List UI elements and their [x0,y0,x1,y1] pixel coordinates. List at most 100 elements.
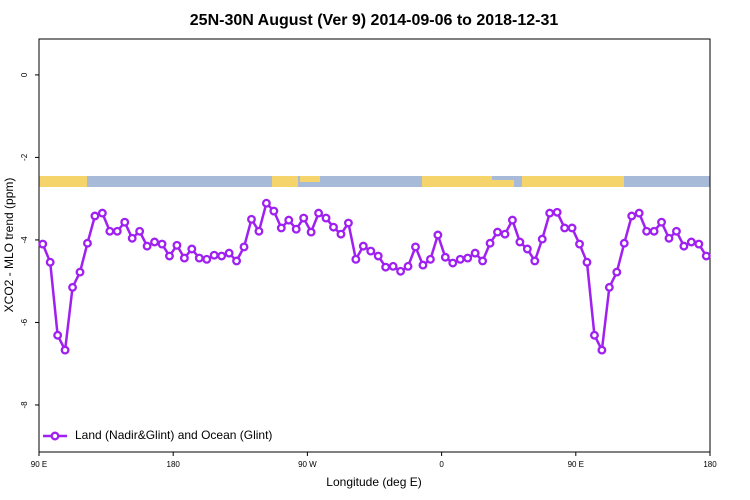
y-tick-label: 0 [20,72,29,77]
point [187,244,197,254]
point [150,237,160,247]
y-tick-label: -2 [20,153,29,161]
point [202,254,212,264]
chart-title: 25N-30N August (Ver 9) 2014-09-06 to 201… [190,12,559,29]
point [60,345,70,355]
point [366,246,376,256]
point [396,266,406,276]
point [239,242,249,252]
point [38,239,48,249]
point [112,226,122,236]
point [478,256,488,266]
point [336,229,346,239]
point [530,256,540,266]
point [232,256,242,266]
point [545,208,555,218]
point [597,345,607,355]
x-axis-label: Longitude (deg E) [326,475,421,489]
point [120,217,130,227]
point [83,238,92,248]
point [619,238,629,248]
point [694,239,704,249]
y-axis-label: XCO2 - MLO trend (ppm) [2,178,16,313]
point [306,227,316,237]
point [500,229,510,239]
point [433,230,443,240]
point [672,226,681,236]
point [269,206,279,216]
point [388,261,398,271]
point [522,244,532,254]
point [657,217,666,227]
point [493,227,502,237]
plot-frame [38,38,711,453]
point [276,223,286,233]
point [105,226,115,236]
point [165,251,174,261]
point [515,237,525,247]
series-line [41,200,708,355]
land-ocean-strip [39,176,710,187]
point [135,226,145,236]
point [68,282,77,292]
point [217,251,227,261]
point [142,241,152,251]
point [582,257,592,267]
x-tick-label: 90 E [31,460,47,469]
point [314,208,324,218]
point [343,218,353,228]
point [537,234,547,244]
x-tick-label: 90 E [568,460,584,469]
point [194,253,204,263]
point [455,254,465,264]
point [157,239,167,249]
point [247,214,256,224]
point [127,233,137,243]
point [284,215,294,225]
point [649,226,659,236]
y-tick-label: -4 [20,236,29,244]
x-tick-label: 0 [439,460,444,469]
point [351,254,361,264]
point [612,267,622,277]
point [321,213,331,223]
point [507,215,517,225]
point [552,207,562,217]
point [567,223,577,233]
y-tick-label: -8 [20,401,29,409]
point [373,251,383,261]
point [179,253,189,263]
point [448,258,458,268]
point [701,251,711,261]
point [627,211,637,221]
point [686,237,696,247]
point [45,257,55,267]
legend-marker [50,431,60,441]
point [575,239,584,249]
point [679,241,689,251]
point [418,260,428,270]
x-tick-label: 180 [167,460,181,469]
point [209,250,219,260]
point [642,226,652,236]
x-tick-label: 90 W [298,460,317,469]
point [589,330,599,340]
point [560,223,570,233]
point [299,213,309,223]
point [97,208,107,218]
point [604,282,614,292]
point [172,240,182,250]
point [224,248,234,258]
x-tick-label: 180 [703,460,717,469]
point [329,222,338,232]
point [411,242,420,252]
point [381,262,391,272]
point [261,198,271,208]
point [470,248,480,258]
point [358,241,368,251]
point [425,254,435,264]
point [75,267,85,277]
point [291,224,301,234]
point [53,330,63,340]
